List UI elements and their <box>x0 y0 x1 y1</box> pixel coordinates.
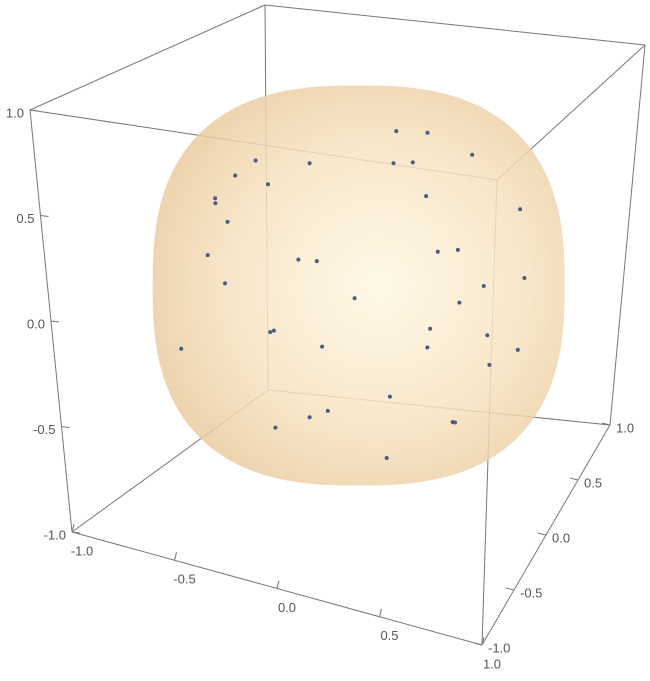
z-tick <box>50 320 60 323</box>
x-tick <box>481 636 485 646</box>
y-tick <box>601 422 611 426</box>
data-point <box>518 207 523 212</box>
x-tick-label: -0.5 <box>173 572 195 587</box>
y-tick <box>537 532 547 536</box>
data-point <box>307 415 312 420</box>
y-tick-label: -1.0 <box>488 640 510 655</box>
data-point <box>394 129 399 134</box>
data-point <box>225 219 230 224</box>
data-point <box>435 249 440 254</box>
data-point <box>455 247 460 252</box>
data-point <box>453 420 457 425</box>
y-tick-label: -0.5 <box>520 585 542 600</box>
data-point <box>481 284 486 288</box>
z-tick-label: -1.0 <box>44 527 66 542</box>
z-tick <box>40 215 49 217</box>
z-tick <box>71 531 81 534</box>
data-point <box>266 182 270 187</box>
data-point <box>320 344 325 349</box>
x-tick-label: -1.0 <box>71 543 93 558</box>
data-point <box>314 259 319 264</box>
data-point <box>307 161 312 166</box>
x-tick <box>71 523 75 533</box>
data-point <box>522 276 527 280</box>
data-point <box>470 152 475 157</box>
data-point <box>233 173 238 178</box>
z-tick-label: -0.5 <box>33 422 55 437</box>
data-point <box>271 328 276 333</box>
x-tick <box>174 552 177 561</box>
box-edge <box>609 44 646 426</box>
data-point <box>424 194 429 199</box>
z-tick-label: 0.0 <box>27 316 45 331</box>
data-point <box>425 345 430 350</box>
data-point <box>352 296 357 301</box>
y-tick-label: 1.0 <box>616 420 634 435</box>
y-tick <box>569 477 579 481</box>
data-point <box>213 201 218 206</box>
z-tick-label: 0.5 <box>16 211 34 226</box>
data-point <box>387 394 392 399</box>
data-point <box>391 161 396 166</box>
data-point <box>485 333 490 338</box>
y-tick <box>505 587 515 591</box>
data-point <box>213 196 218 201</box>
z-tick <box>29 109 39 112</box>
data-point <box>515 347 520 352</box>
data-point <box>223 281 227 286</box>
data-point <box>273 425 278 430</box>
y-tick-label: 0.5 <box>584 475 602 490</box>
x-tick <box>276 580 280 589</box>
data-point <box>428 326 433 331</box>
data-point <box>487 362 492 367</box>
data-point <box>296 257 301 262</box>
data-point <box>179 346 184 351</box>
x-tick <box>379 608 382 617</box>
data-point <box>384 456 389 460</box>
data-point <box>410 160 415 165</box>
y-tick <box>473 642 483 646</box>
z-tick-label: 1.0 <box>6 105 24 120</box>
data-point <box>253 158 258 163</box>
x-tick-label: 0.0 <box>278 600 296 615</box>
data-point <box>325 408 330 413</box>
surface <box>152 85 565 486</box>
x-tick-label: 0.5 <box>380 628 398 643</box>
data-point <box>205 253 210 258</box>
data-point <box>457 300 462 305</box>
data-point <box>425 130 430 135</box>
box-edge <box>29 4 266 111</box>
box-edge <box>264 4 646 46</box>
z-tick <box>61 426 70 428</box>
data-point <box>268 330 273 335</box>
y-tick-label: 0.0 <box>552 530 570 545</box>
x-tick-label: 1.0 <box>483 656 501 671</box>
